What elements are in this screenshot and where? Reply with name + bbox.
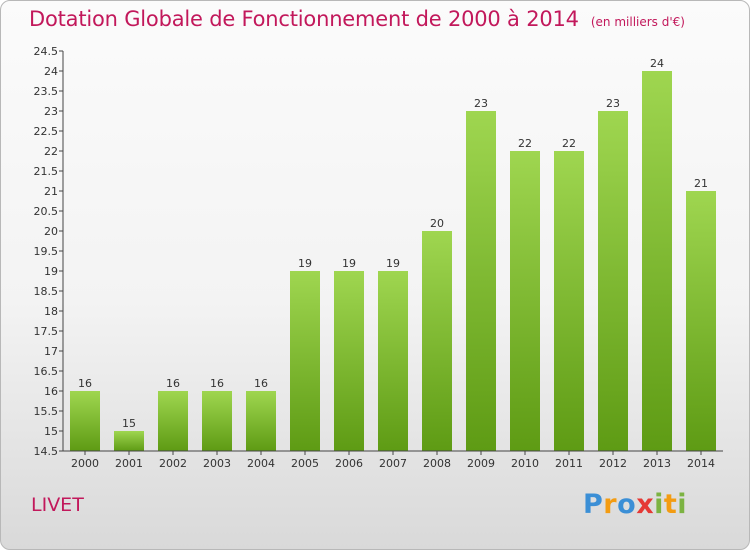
bar-value-label: 16 <box>254 377 268 390</box>
y-tick-label: 22 <box>44 145 58 158</box>
bar-value-label: 22 <box>518 137 532 150</box>
bar-value-label: 22 <box>562 137 576 150</box>
bar <box>246 391 276 451</box>
x-tick-label: 2000 <box>71 457 99 470</box>
x-tick-label: 2011 <box>555 457 583 470</box>
bar <box>598 111 628 451</box>
y-tick-label: 18 <box>44 305 58 318</box>
x-tick-label: 2008 <box>423 457 451 470</box>
y-tick-label: 14.5 <box>34 445 59 458</box>
bar-value-label: 20 <box>430 217 444 230</box>
y-tick-label: 19.5 <box>34 245 59 258</box>
bar <box>510 151 540 451</box>
bar <box>466 111 496 451</box>
logo-letter: t <box>663 489 678 520</box>
logo-letter: P <box>583 489 604 520</box>
y-tick-label: 24.5 <box>34 45 59 58</box>
x-tick-label: 2005 <box>291 457 319 470</box>
x-tick-label: 2013 <box>643 457 671 470</box>
y-axis: 14.5 15 15.5 16 16.5 17 17.5 18 18.5 19 19.5 20 20.5… <box>34 45 64 458</box>
logo-letter: o <box>617 489 637 520</box>
y-tick-label: 15 <box>44 425 58 438</box>
x-tick-label: 2003 <box>203 457 231 470</box>
bar <box>114 431 144 451</box>
bar-value-label: 16 <box>78 377 92 390</box>
commune-name: LIVET <box>31 494 84 516</box>
bar <box>422 231 452 451</box>
logo-letter: r <box>603 489 618 520</box>
bar <box>158 391 188 451</box>
bar-value-label: 16 <box>210 377 224 390</box>
x-tick-label: 2004 <box>247 457 275 470</box>
x-tick-label: 2001 <box>115 457 143 470</box>
bar-value-label: 23 <box>474 97 488 110</box>
proxiti-logo: Proxiti <box>583 489 687 520</box>
chart-title: Dotation Globale de Fonctionnement de 20… <box>29 7 579 31</box>
x-tick-label: 2010 <box>511 457 539 470</box>
y-tick-label: 16 <box>44 385 58 398</box>
chart-subtitle: (en milliers d'€) <box>590 15 685 29</box>
x-tick-label: 2006 <box>335 457 363 470</box>
x-axis: 2000 2001 2002 2003 2004 2005 2006 2007 2008 2009… <box>63 450 723 470</box>
y-tick-label: 17 <box>44 345 58 358</box>
y-tick-label: 18.5 <box>34 285 59 298</box>
logo-letter: i <box>654 489 664 520</box>
y-tick-label: 23 <box>44 105 58 118</box>
bar <box>334 271 364 451</box>
x-tick-label: 2002 <box>159 457 187 470</box>
y-tick-label: 17.5 <box>34 325 59 338</box>
x-tick-label: 2009 <box>467 457 495 470</box>
logo-letter: i <box>677 489 688 520</box>
logo-letter: x <box>636 489 655 520</box>
bar <box>290 271 320 451</box>
bar <box>554 151 584 451</box>
bar-value-label: 16 <box>166 377 180 390</box>
bar-value-label: 19 <box>298 257 312 270</box>
y-tick-label: 16.5 <box>34 365 59 378</box>
y-tick-label: 20.5 <box>34 205 59 218</box>
bar <box>70 391 100 451</box>
bar <box>378 271 408 451</box>
title-row: Dotation Globale de Fonctionnement de 20… <box>29 7 685 31</box>
bar-value-label: 24 <box>650 57 664 70</box>
y-tick-label: 21.5 <box>34 165 59 178</box>
bar <box>202 391 232 451</box>
y-tick-label: 24 <box>44 65 58 78</box>
bar-value-label: 19 <box>386 257 400 270</box>
bar-value-label: 23 <box>606 97 620 110</box>
y-tick-label: 21 <box>44 185 58 198</box>
y-tick-label: 19 <box>44 265 58 278</box>
y-tick-label: 22.5 <box>34 125 59 138</box>
bar-value-label: 19 <box>342 257 356 270</box>
bar <box>686 191 716 451</box>
x-tick-label: 2012 <box>599 457 627 470</box>
bars-group: 16 15 16 16 16 19 19 19 20 23 22 22 23 24 21 <box>70 57 716 451</box>
y-tick-label: 23.5 <box>34 85 59 98</box>
bar <box>642 71 672 451</box>
x-tick-label: 2014 <box>687 457 715 470</box>
bar-value-label: 21 <box>694 177 708 190</box>
y-tick-label: 20 <box>44 225 58 238</box>
x-tick-label: 2007 <box>379 457 407 470</box>
bar-value-label: 15 <box>122 417 136 430</box>
y-tick-label: 15.5 <box>34 405 59 418</box>
